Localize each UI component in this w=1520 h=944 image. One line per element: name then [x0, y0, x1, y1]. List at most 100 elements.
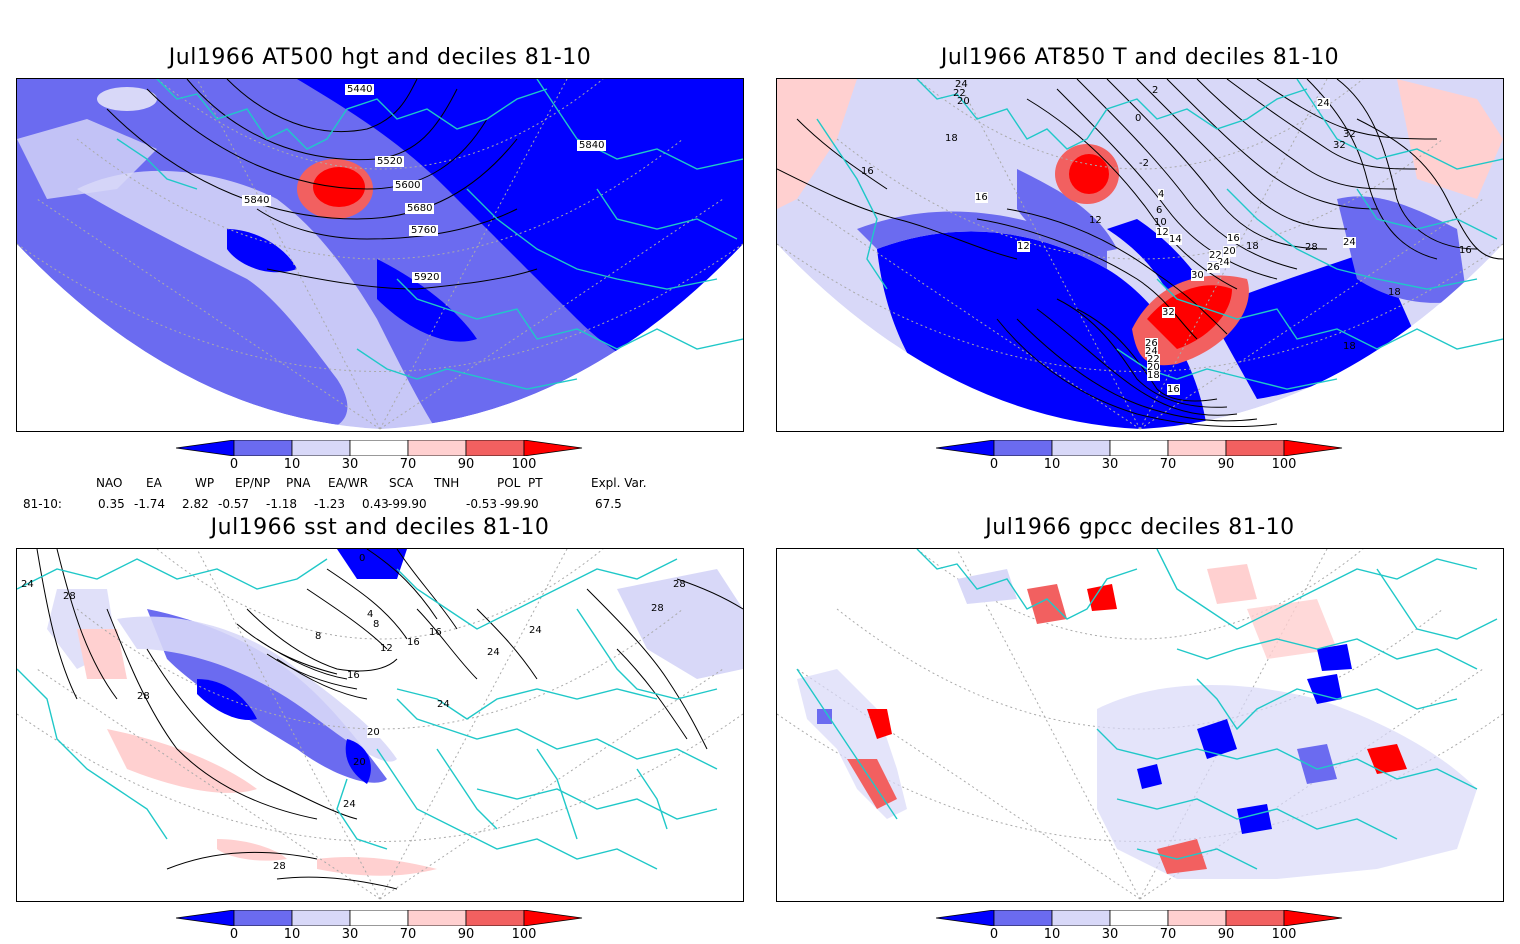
contour-label: 32	[1343, 129, 1356, 140]
contour-label: 20	[367, 727, 380, 738]
contour-label: 24	[1217, 257, 1230, 268]
contour-label: 10	[1154, 217, 1167, 228]
index-header: PNA	[286, 476, 311, 490]
contour-label: 26	[1145, 338, 1158, 349]
map-gpcc-svg	[777, 549, 1503, 900]
colorbar-segment	[1051, 910, 1111, 926]
colorbar-tick: 0	[229, 457, 239, 472]
colorbar-segment	[407, 910, 467, 926]
index-value: 67.5	[595, 497, 622, 511]
colorbar-segment	[407, 440, 467, 456]
index-header: PT	[528, 476, 543, 490]
contour-label: 26	[1207, 262, 1220, 273]
contour-label: 20	[1147, 362, 1160, 373]
index-value: -99.90	[388, 497, 427, 511]
colorbar-tick: 0	[989, 457, 999, 472]
contour-label: 16	[347, 670, 360, 681]
contour-label: 24	[1317, 98, 1330, 109]
contour-label: 22	[1209, 250, 1222, 261]
contour-label: 28	[1305, 242, 1318, 253]
contour-label: 16	[861, 166, 874, 177]
index-value: -99.90	[500, 497, 539, 511]
colorbar-tick: 30	[341, 457, 359, 472]
colorbar-segment	[993, 910, 1053, 926]
index-value: 0.43	[362, 497, 389, 511]
colorbar-tick: 70	[399, 927, 417, 942]
contour-label: 12	[1089, 215, 1102, 226]
contour-label: 14	[1169, 234, 1182, 245]
colorbar-tick: 70	[399, 457, 417, 472]
colorbar-segment	[291, 910, 351, 926]
contour-label: 18	[945, 133, 958, 144]
colorbar-tick: 0	[229, 927, 239, 942]
contour-label: 5840	[577, 140, 607, 151]
index-header: TNH	[434, 476, 460, 490]
index-value: 2.82	[182, 497, 209, 511]
panel-title-hgt: Jul1966 AT500 hgt and deciles 81-10	[168, 45, 592, 70]
colorbar-segment	[176, 440, 235, 456]
contour-label: 16	[1167, 384, 1180, 395]
colorbar-segment	[1167, 440, 1227, 456]
colorbar-segment	[465, 910, 525, 926]
contour-label: 24	[437, 699, 450, 710]
colorbar-tick: 30	[1101, 457, 1119, 472]
contour-label: -2	[1139, 158, 1149, 169]
colorbar-tick: 100	[1271, 927, 1297, 942]
panel-title-t850: Jul1966 AT850 T and deciles 81-10	[940, 45, 1340, 70]
colorbar-tick: 70	[1159, 457, 1177, 472]
colorbar-segment	[349, 440, 409, 456]
contour-label: 4	[1158, 189, 1165, 200]
contour-label: 32	[1162, 307, 1175, 318]
panel-title-gpcc: Jul1966 gpcc deciles 81-10	[985, 515, 1295, 540]
contour-label: 12	[1017, 241, 1030, 252]
colorbar-segment	[936, 440, 995, 456]
colorbar-segment	[291, 440, 351, 456]
contour-label: 16	[975, 192, 988, 203]
colorbar-segment	[1283, 440, 1343, 456]
contour-label: 22	[953, 88, 966, 99]
colorbar-segment	[176, 910, 235, 926]
index-header: WP	[195, 476, 215, 490]
colorbar-tick: 100	[511, 927, 537, 942]
map-t850-svg	[777, 79, 1503, 431]
colorbar-tick: 10	[1043, 457, 1061, 472]
index-header: Expl. Var.	[591, 476, 647, 490]
contour-label: 30	[1191, 270, 1204, 281]
contour-label: 22	[1147, 354, 1160, 365]
contour-label: 18	[1388, 287, 1401, 298]
colorbar-segment	[1051, 440, 1111, 456]
colorbar-tick: 10	[1043, 927, 1061, 942]
colorbar-segment	[233, 440, 293, 456]
colorbar-segment	[936, 910, 995, 926]
contour-label: 28	[63, 591, 76, 602]
contour-label: 0	[359, 553, 366, 564]
contour-label: 4	[367, 609, 374, 620]
contour-label: 16	[1227, 233, 1240, 244]
contour-label: 2	[1152, 85, 1159, 96]
contour-label: 5440	[345, 84, 375, 95]
contour-label: 32	[1333, 140, 1346, 151]
contour-label: 16	[1459, 245, 1472, 256]
contour-label: 24	[1343, 237, 1356, 248]
contour-label: 28	[651, 603, 664, 614]
index-value: -1.74	[134, 497, 166, 511]
contour-label: 12	[1156, 227, 1169, 238]
colorbar-gpcc: 0 10 30 70 90 100	[936, 910, 1356, 944]
colorbar-tick: 90	[1217, 457, 1235, 472]
contour-label: 24	[343, 799, 356, 810]
index-row-label: 81-10:	[23, 497, 62, 511]
colorbar-segment	[1283, 910, 1343, 926]
contour-label: 18	[1343, 341, 1356, 352]
index-value: -0.53	[466, 497, 498, 511]
index-header: EA/WR	[328, 476, 369, 490]
colorbar-tick: 10	[283, 457, 301, 472]
index-header: EA	[146, 476, 162, 490]
contour-label: 5520	[375, 156, 405, 167]
colorbar-segment	[993, 440, 1053, 456]
contour-label: 0	[1135, 113, 1142, 124]
colorbar-hgt: 0 10 30 70 90 100	[176, 440, 596, 474]
map-panel-hgt: 5440 5520 5600 5680 5760 5840 5840 5920	[16, 78, 744, 432]
colorbar-tick: 90	[1217, 927, 1235, 942]
contour-label: 28	[137, 691, 150, 702]
colorbar-t850: 0 10 30 70 90 100	[936, 440, 1356, 474]
